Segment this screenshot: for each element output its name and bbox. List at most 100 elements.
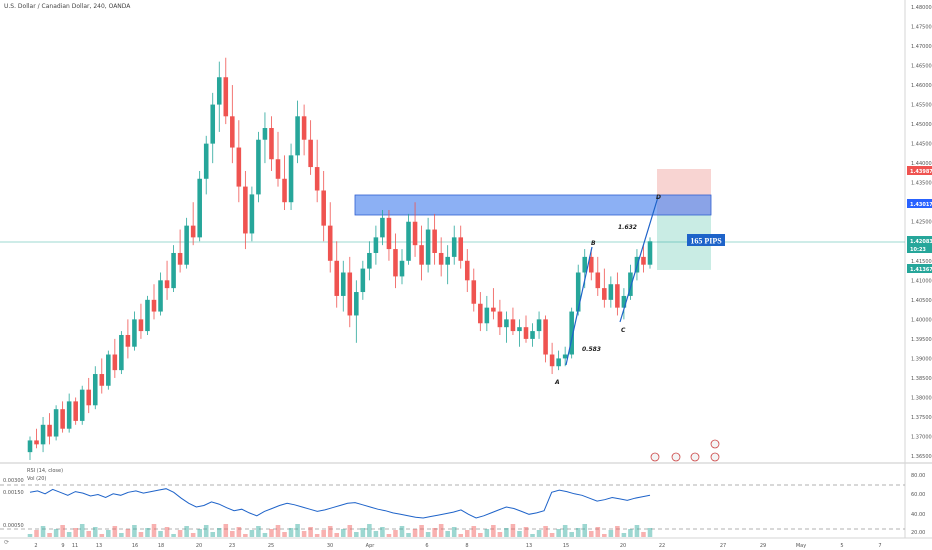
time-tick-label: 7 <box>878 543 881 549</box>
volume-bar <box>34 530 39 537</box>
candle-body <box>641 256 646 265</box>
time-tick-label: 18 <box>158 543 164 549</box>
candle-body <box>40 424 46 445</box>
candle-body <box>497 311 503 328</box>
candle-body <box>138 319 144 332</box>
volume-bar <box>256 526 261 537</box>
time-tick-label: May <box>796 543 806 549</box>
volume-bar <box>40 526 46 537</box>
time-tick-label: Apr <box>366 543 376 549</box>
candle-body <box>517 327 522 332</box>
candle-body <box>177 252 183 265</box>
event-flag-icon[interactable] <box>650 452 660 462</box>
price-tick-label: 1.37500 <box>911 415 932 421</box>
harmonic-pattern[interactable] <box>565 196 659 366</box>
rsi-axis: 80.00 60.00 40.00 20.00 <box>911 473 925 536</box>
candle-body <box>158 280 163 312</box>
price-tick-label: 1.41000 <box>911 278 932 284</box>
rsi-tick-label: 60.00 <box>911 492 925 498</box>
volume-bar <box>106 530 111 537</box>
volume-bar <box>73 528 78 537</box>
candle-body <box>582 256 588 273</box>
volume-bar <box>47 533 52 537</box>
candle-body <box>47 424 52 437</box>
event-flag-icon[interactable] <box>671 452 681 462</box>
price-tag <box>907 264 932 273</box>
rsi-indicator-label[interactable]: RSI (14, close) <box>27 468 64 474</box>
time-axis[interactable]: 2 9 11 13 16 18 20 23 25 30 Apr 6 8 13 15 20 22 27 29 May 5 7 <box>34 543 881 549</box>
candle-body <box>340 272 346 296</box>
candle-body <box>288 155 294 203</box>
candle-body <box>164 280 170 289</box>
candle-body <box>256 139 261 195</box>
volume-bar <box>464 530 470 537</box>
volume-bar <box>510 524 516 537</box>
volume-axis: 0.00300 0.00150 0.00050 <box>3 478 24 529</box>
volume-bar <box>203 525 209 537</box>
price-tick-label: 1.45500 <box>911 103 932 109</box>
volume-indicator-label[interactable]: Vol (20) <box>27 476 47 482</box>
price-tick-label: 1.39500 <box>911 337 932 343</box>
point-d-label: D <box>656 194 661 201</box>
point-a-label: A <box>554 379 560 386</box>
candle-body <box>190 225 196 238</box>
resistance-zone[interactable] <box>354 194 712 216</box>
time-tick-label: 9 <box>61 543 64 549</box>
candle-body <box>269 128 274 160</box>
point-c-label: C <box>621 327 626 334</box>
time-tick-label: 20 <box>620 543 626 549</box>
volume-bar <box>243 534 248 537</box>
time-tick-label: 11 <box>72 543 78 549</box>
price-tick-label: 1.43500 <box>911 181 932 187</box>
event-flags[interactable] <box>650 439 720 462</box>
price-tag-label: 1.41367 <box>910 267 932 273</box>
volume-bar <box>86 531 92 537</box>
candle-body <box>197 178 202 238</box>
candle-body <box>203 143 209 179</box>
price-tick-label: 1.41500 <box>911 259 932 265</box>
candle-body <box>380 217 385 238</box>
volume-bar <box>536 530 542 537</box>
event-flag-icon[interactable] <box>710 439 720 449</box>
volume-bar <box>236 527 242 537</box>
candle-body <box>445 256 450 265</box>
volume-bar <box>367 524 372 537</box>
volume-bar <box>60 525 65 537</box>
candle-body <box>347 272 353 316</box>
volume-bar <box>641 532 646 537</box>
time-tick-label: 6 <box>425 543 428 549</box>
volume-bar <box>380 527 385 537</box>
candle-body <box>230 116 235 148</box>
price-tag-label: 1.42083 <box>910 239 932 245</box>
timezone-icon[interactable]: ⟳ <box>4 540 10 546</box>
volume-bar <box>112 526 118 537</box>
candle-body <box>464 260 470 281</box>
candle-body <box>438 252 444 265</box>
volume-tick-label: 0.00300 <box>3 478 24 484</box>
volume-bar <box>171 534 176 537</box>
candle-body <box>112 354 118 371</box>
volume-bar <box>438 524 444 537</box>
volume-bar <box>216 528 222 537</box>
volume-bar <box>575 528 581 537</box>
candle-body <box>530 331 535 339</box>
candle-body <box>151 299 157 312</box>
price-tick-label: 1.44000 <box>911 161 932 167</box>
event-flag-icon[interactable] <box>690 452 700 462</box>
candle-body <box>602 288 607 300</box>
volume-bar <box>275 525 281 537</box>
pips-badge-label: 165 PIPS <box>690 237 722 246</box>
event-flag-icon[interactable] <box>710 452 720 462</box>
price-tick-label: 1.40000 <box>911 317 932 323</box>
candle-body <box>562 354 568 359</box>
price-axis[interactable]: 1.48000 1.47500 1.47000 1.46500 1.46000 1.455… <box>911 5 932 460</box>
time-tick-label: 23 <box>229 543 235 549</box>
candle-body <box>615 284 620 308</box>
volume-bar <box>66 532 72 537</box>
volume-bar <box>262 533 268 537</box>
volume-bar <box>451 527 457 537</box>
candle-body <box>236 147 242 187</box>
volume-bar <box>164 527 170 537</box>
candle-body <box>373 237 379 253</box>
